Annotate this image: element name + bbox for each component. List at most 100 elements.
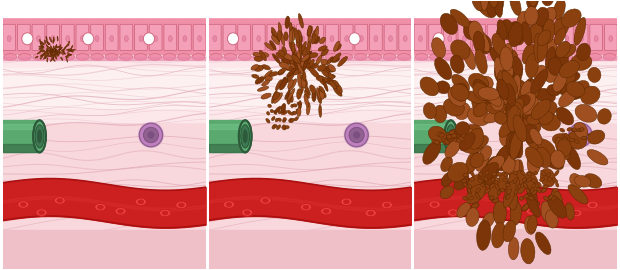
Ellipse shape: [267, 54, 280, 60]
Ellipse shape: [316, 55, 322, 65]
Ellipse shape: [56, 52, 60, 53]
Ellipse shape: [463, 173, 469, 177]
FancyBboxPatch shape: [120, 24, 133, 50]
Ellipse shape: [192, 54, 205, 60]
Ellipse shape: [20, 202, 27, 207]
Ellipse shape: [452, 129, 456, 133]
Ellipse shape: [485, 171, 489, 175]
Ellipse shape: [494, 33, 505, 45]
Ellipse shape: [513, 120, 530, 139]
Ellipse shape: [513, 213, 519, 218]
Ellipse shape: [56, 46, 61, 48]
Ellipse shape: [503, 43, 513, 62]
Ellipse shape: [447, 209, 458, 216]
Ellipse shape: [381, 201, 392, 209]
Ellipse shape: [534, 65, 547, 83]
Ellipse shape: [542, 19, 555, 43]
Ellipse shape: [589, 54, 601, 60]
Ellipse shape: [278, 50, 285, 56]
Ellipse shape: [297, 102, 302, 106]
Ellipse shape: [466, 197, 477, 204]
Ellipse shape: [312, 90, 316, 102]
Ellipse shape: [525, 147, 543, 167]
Ellipse shape: [435, 58, 452, 80]
Ellipse shape: [259, 50, 267, 61]
Ellipse shape: [345, 123, 368, 147]
Ellipse shape: [48, 46, 50, 50]
Ellipse shape: [588, 134, 591, 136]
Ellipse shape: [493, 0, 503, 18]
Ellipse shape: [473, 103, 489, 117]
Ellipse shape: [48, 55, 52, 57]
FancyBboxPatch shape: [223, 24, 236, 50]
Ellipse shape: [440, 186, 454, 199]
Ellipse shape: [177, 54, 190, 60]
Ellipse shape: [510, 0, 521, 15]
Ellipse shape: [463, 36, 466, 42]
Ellipse shape: [312, 34, 316, 44]
FancyBboxPatch shape: [355, 24, 368, 50]
Ellipse shape: [567, 127, 572, 131]
Ellipse shape: [507, 105, 519, 119]
Ellipse shape: [553, 73, 567, 92]
Ellipse shape: [510, 104, 524, 124]
Ellipse shape: [508, 128, 523, 157]
Ellipse shape: [588, 130, 605, 144]
Bar: [209, 124, 245, 129]
Ellipse shape: [569, 123, 592, 147]
Ellipse shape: [588, 67, 601, 82]
Ellipse shape: [502, 154, 515, 174]
Ellipse shape: [558, 71, 580, 84]
Ellipse shape: [95, 36, 99, 42]
Ellipse shape: [512, 114, 523, 143]
Ellipse shape: [450, 55, 464, 73]
Bar: [209, 0, 411, 17]
Ellipse shape: [283, 54, 293, 60]
Ellipse shape: [472, 135, 489, 149]
Ellipse shape: [272, 117, 275, 121]
Ellipse shape: [51, 36, 55, 42]
Ellipse shape: [507, 102, 521, 121]
FancyBboxPatch shape: [399, 24, 412, 50]
Ellipse shape: [285, 90, 290, 99]
Ellipse shape: [544, 197, 549, 200]
Ellipse shape: [318, 46, 327, 51]
Ellipse shape: [37, 129, 42, 143]
Ellipse shape: [57, 36, 58, 41]
Ellipse shape: [345, 36, 348, 42]
Ellipse shape: [497, 191, 501, 194]
Ellipse shape: [298, 60, 304, 70]
Ellipse shape: [264, 70, 272, 79]
Ellipse shape: [272, 35, 280, 45]
Ellipse shape: [365, 209, 376, 217]
Ellipse shape: [53, 37, 55, 41]
Ellipse shape: [609, 36, 613, 42]
Ellipse shape: [228, 33, 239, 45]
FancyBboxPatch shape: [326, 24, 339, 50]
Ellipse shape: [506, 133, 520, 159]
Ellipse shape: [55, 55, 56, 59]
Ellipse shape: [423, 103, 436, 119]
Ellipse shape: [448, 162, 468, 182]
Ellipse shape: [288, 33, 299, 45]
Ellipse shape: [505, 154, 519, 181]
Ellipse shape: [553, 17, 569, 37]
Ellipse shape: [512, 140, 523, 158]
Ellipse shape: [509, 173, 520, 192]
Ellipse shape: [553, 204, 559, 208]
Ellipse shape: [490, 196, 494, 200]
Ellipse shape: [22, 33, 33, 45]
Ellipse shape: [41, 43, 45, 45]
Ellipse shape: [58, 47, 63, 50]
Ellipse shape: [319, 37, 326, 44]
Ellipse shape: [521, 81, 533, 97]
Ellipse shape: [490, 184, 495, 188]
Ellipse shape: [547, 85, 560, 96]
Ellipse shape: [462, 179, 467, 183]
Ellipse shape: [311, 54, 324, 60]
Ellipse shape: [46, 50, 50, 52]
Ellipse shape: [529, 196, 533, 200]
Ellipse shape: [551, 150, 565, 168]
Ellipse shape: [307, 41, 311, 54]
Ellipse shape: [471, 171, 474, 177]
